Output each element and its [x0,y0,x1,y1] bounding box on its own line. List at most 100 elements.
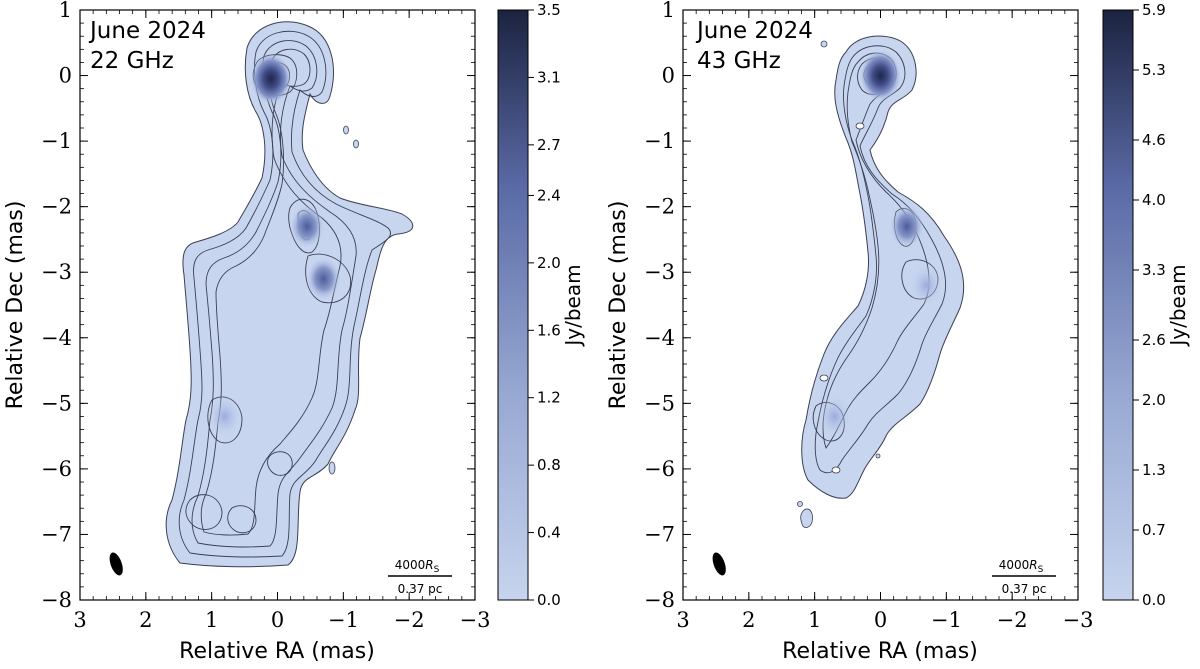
y-tick-label-43ghz: −4 [644,326,675,350]
emission-blob-43ghz [797,501,803,507]
emission-hole-43ghz [831,466,841,474]
axis-ticks-22ghz: 3 2 1 0 −1 −2 −3 1 0 −1 −2 −3 −4 −5 −6 −7 −8 [41,0,490,632]
intensity-peak-43ghz [908,263,945,308]
y-tick-label-43ghz: −2 [644,195,675,219]
x-tick-label-22ghz: −1 [328,608,359,632]
y-tick-label-22ghz: −4 [41,326,72,350]
emission-outer-22ghz [165,21,414,568]
x-tick-label-22ghz: −2 [394,608,425,632]
scale-bar-upper-22ghz: 4000RS [395,558,440,575]
scale-bar-upper-43ghz: 4000RS [999,558,1044,575]
x-tick-label-22ghz: 3 [73,608,86,632]
colorbar-title-43ghz: Jy/beam [1166,264,1190,347]
x-tick-label-43ghz: 2 [742,608,755,632]
intensity-peak-22ghz [250,52,292,105]
intensity-peak-43ghz [859,49,902,102]
x-tick-label-22ghz: 2 [139,608,152,632]
colorbar-tick-label-43ghz: 2.0 [1142,391,1166,409]
y-tick-label-22ghz: 0 [59,64,72,88]
emission-hole-43ghz [819,374,829,382]
colorbar-ticks-43ghz: 0.0 0.7 1.3 2.0 2.6 3.3 4.0 4.6 5.3 5.9 [1133,1,1166,609]
colorbar-tick-label-22ghz: 1.2 [537,389,561,407]
y-tick-label-43ghz: −6 [644,457,675,481]
y-tick-label-22ghz: −8 [41,588,72,612]
emission-outer-43ghz [801,35,965,499]
x-tick-label-43ghz: 3 [676,608,689,632]
annotation-epoch-43ghz: June 2024 [695,18,813,44]
intensity-peak-43ghz [889,204,925,249]
y-tick-label-22ghz: −3 [41,260,72,284]
x-tick-label-43ghz: −1 [931,608,962,632]
colorbar-tick-label-43ghz: 5.3 [1142,61,1166,79]
contour-22ghz-6 [288,198,320,254]
x-tick-label-22ghz: −3 [460,608,491,632]
y-tick-label-43ghz: 0 [662,64,675,88]
intensity-peak-22ghz [207,394,243,439]
colorbar-tick-label-43ghz: 5.9 [1142,1,1166,19]
contour-22ghz-12 [267,451,293,476]
intensity-peaks-22ghz [207,52,342,439]
scale-bar-43ghz: 4000RS 0.37 pc [992,558,1056,596]
colorbar-tick-label-22ghz: 0.0 [537,591,561,609]
colorbar-tick-label-22ghz: 3.1 [537,68,561,86]
x-axis-title-22ghz: Relative RA (mas) [179,639,375,664]
scale-bar-lower-22ghz: 0.37 pc [398,582,443,596]
intensity-peaks-43ghz [816,49,945,439]
emission-blob-43ghz [875,453,881,459]
intensity-peak-43ghz [816,394,853,439]
colorbar-tick-label-22ghz: 2.4 [537,186,561,204]
emission-blob-22ghz [343,125,349,135]
y-tick-label-22ghz: −7 [41,522,72,546]
y-tick-label-43ghz: −3 [644,260,675,284]
x-tick-label-22ghz: 0 [271,608,284,632]
colorbar-title-22ghz: Jy/beam [561,264,585,347]
y-tick-label-22ghz: −6 [41,457,72,481]
x-tick-label-43ghz: 1 [808,608,821,632]
contour-22ghz-11 [227,505,257,534]
colorbar-tick-label-43ghz: 1.3 [1142,461,1166,479]
emission-blob-22ghz [328,461,336,475]
colorbar-43ghz [1102,9,1134,601]
y-tick-label-43ghz: 1 [662,0,675,22]
colorbar-tick-label-43ghz: 3.3 [1142,261,1166,279]
colorbar-tick-label-22ghz: 3.5 [537,1,561,19]
panel-22ghz: 3 2 1 0 −1 −2 −3 1 0 −1 −2 −3 −4 −5 −6 −7 −8 4000RS 0.37… [3,0,585,664]
colorbar-tick-label-22ghz: 1.6 [537,321,561,339]
emission-map-43ghz [797,35,965,528]
y-tick-label-22ghz: −2 [41,195,72,219]
y-tick-label-43ghz: −5 [644,391,675,415]
intensity-peak-22ghz [305,256,342,301]
colorbar-tick-label-43ghz: 2.6 [1142,331,1166,349]
colorbar-tick-label-22ghz: 2.0 [537,254,561,272]
emission-blob-43ghz [800,508,813,528]
emission-blob-43ghz [820,40,828,48]
contour-22ghz-3 [200,48,342,536]
colorbar-22ghz [497,9,529,601]
contour-43ghz-2 [822,52,930,449]
y-tick-label-43ghz: −1 [644,129,675,153]
colorbar-tick-label-43ghz: 0.7 [1142,521,1166,539]
contour-43ghz-1 [814,45,947,474]
y-tick-label-22ghz: 1 [59,0,72,22]
y-tick-label-43ghz: −7 [644,522,675,546]
colorbar-tick-label-22ghz: 0.8 [537,456,561,474]
x-tick-label-43ghz: 0 [874,608,887,632]
beam-ellipse-22ghz [109,552,123,576]
scale-bar-22ghz: 4000RS 0.37 pc [388,558,452,596]
y-tick-label-22ghz: −1 [41,129,72,153]
y-axis-title-22ghz: Relative Dec (mas) [3,201,28,410]
contour-22ghz-1 [178,30,392,558]
colorbar-tick-label-43ghz: 0.0 [1142,591,1166,609]
x-tick-label-22ghz: 1 [205,608,218,632]
colorbar-ticks-22ghz: 0.0 0.4 0.8 1.2 1.6 2.0 2.4 2.7 3.1 3.5 [528,1,561,609]
colorbar-tick-label-22ghz: 0.4 [537,524,561,542]
x-axis-title-43ghz: Relative RA (mas) [782,639,978,664]
annotation-frequency-22ghz: 22 GHz [90,48,174,74]
x-tick-label-43ghz: −2 [997,608,1028,632]
scale-bar-lower-43ghz: 0.37 pc [1002,582,1047,596]
colorbar-tick-label-22ghz: 2.7 [537,136,561,154]
y-tick-label-22ghz: −5 [41,391,72,415]
emission-hole-43ghz [855,122,865,130]
y-tick-label-43ghz: −8 [644,588,675,612]
